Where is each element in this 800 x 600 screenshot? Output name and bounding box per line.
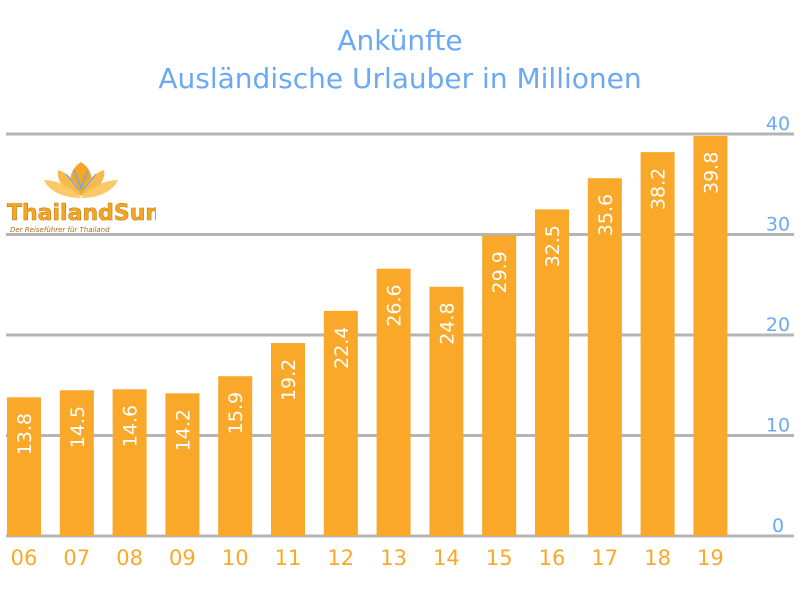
bar <box>640 152 675 536</box>
data-label: 29.9 <box>489 251 511 293</box>
data-label: 14.2 <box>172 409 194 451</box>
data-label: 39.8 <box>700 152 722 194</box>
y-tick-label: 0 <box>772 515 784 537</box>
data-label: 19.2 <box>278 359 300 401</box>
x-tick-label: 15 <box>486 546 513 570</box>
bar <box>271 343 305 536</box>
bar <box>482 235 517 536</box>
x-tick-label: 18 <box>644 546 671 570</box>
chart-title: Ankünfte <box>337 24 463 57</box>
data-label: 26.6 <box>384 284 406 326</box>
bar <box>7 397 41 536</box>
x-tick-label: 19 <box>697 546 724 570</box>
data-label: 24.8 <box>436 302 458 344</box>
y-tick-label: 30 <box>766 214 790 236</box>
x-tick-label: 08 <box>116 546 143 570</box>
y-tick-label: 40 <box>766 113 790 135</box>
x-tick-label: 17 <box>591 546 618 570</box>
y-tick-label: 10 <box>766 415 790 437</box>
bar <box>376 268 411 536</box>
bar <box>323 310 358 536</box>
y-tick-label: 20 <box>766 314 790 336</box>
bar <box>112 389 147 536</box>
bar <box>59 390 94 536</box>
logo-tagline: Der Reiseführer für Thailand <box>10 226 110 234</box>
data-label: 35.6 <box>595 194 617 236</box>
x-tick-label: 07 <box>63 546 90 570</box>
x-tick-label: 16 <box>539 546 566 570</box>
data-label: 22.4 <box>331 327 353 369</box>
data-label: 15.9 <box>225 392 247 434</box>
lotus-icon <box>44 162 118 198</box>
bar <box>535 209 569 536</box>
x-tick-label: 13 <box>380 546 407 570</box>
x-tick-label: 12 <box>327 546 354 570</box>
x-tick-label: 11 <box>275 546 302 570</box>
bar <box>693 136 728 536</box>
logo-wordmark: ThailandSun <box>7 201 156 226</box>
data-label: 32.5 <box>542 225 564 267</box>
bar <box>587 178 622 536</box>
x-tick-label: 10 <box>222 546 249 570</box>
data-label: 13.8 <box>14 413 36 455</box>
x-tick-label: 09 <box>169 546 196 570</box>
data-label: 14.5 <box>67 406 89 448</box>
bar <box>165 393 200 536</box>
data-label: 38.2 <box>648 168 670 210</box>
thailandsun-logo: ThailandSun Der Reiseführer für Thailand <box>7 162 156 234</box>
x-tick-label: 06 <box>11 546 38 570</box>
bar <box>218 376 253 536</box>
chart-subtitle: Ausländische Urlauber in Millionen <box>158 62 642 95</box>
bar <box>429 286 464 536</box>
data-label: 14.6 <box>120 405 142 447</box>
x-tick-label: 14 <box>433 546 460 570</box>
